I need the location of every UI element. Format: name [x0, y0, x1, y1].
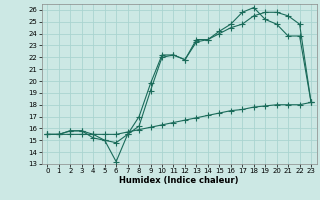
X-axis label: Humidex (Indice chaleur): Humidex (Indice chaleur) — [119, 176, 239, 185]
